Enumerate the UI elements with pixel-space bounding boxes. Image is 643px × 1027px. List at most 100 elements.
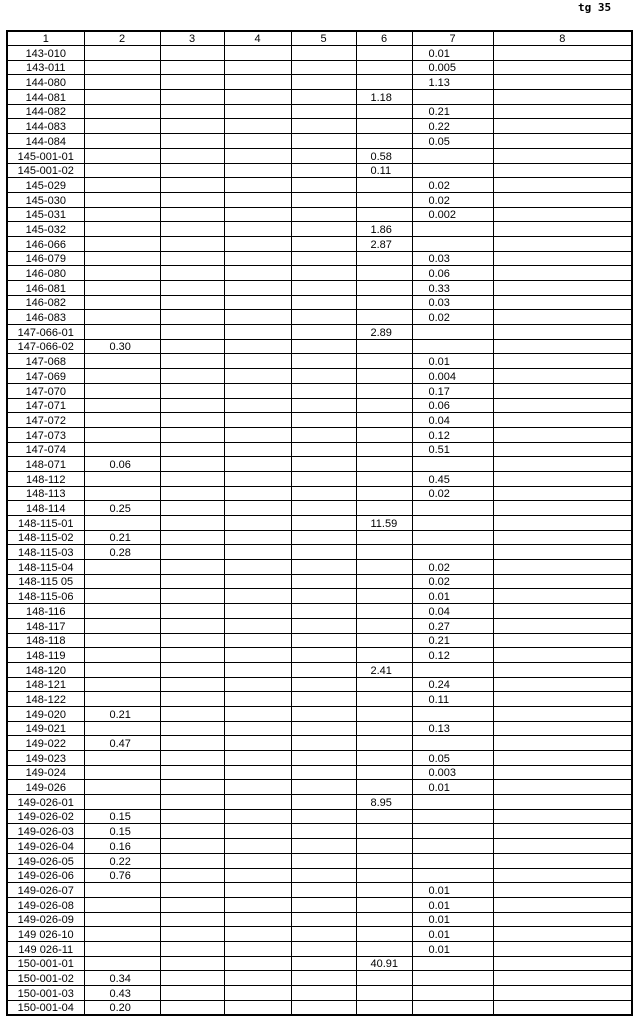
table-cell: 0.21	[83, 529, 161, 546]
table-cell	[355, 470, 413, 487]
table-cell	[492, 324, 633, 340]
table-row: 150-001-03 0.43	[6, 985, 633, 1001]
table-cell: 0.01	[411, 940, 494, 957]
table-row: 149-024 0.003	[6, 764, 633, 781]
table-cell	[492, 89, 633, 105]
table-cell	[290, 103, 357, 120]
table-cell	[290, 632, 357, 649]
table-cell	[83, 720, 161, 737]
table-cell	[492, 250, 633, 267]
row-id-cell: 145-001-02	[6, 162, 85, 179]
table-cell: 0.01	[411, 896, 494, 913]
table-cell	[290, 515, 357, 531]
table-cell: 0.01	[411, 588, 494, 605]
table-cell	[355, 456, 413, 472]
table-cell	[355, 940, 413, 957]
table-cell	[355, 133, 413, 149]
table-row: 147-070 0.17	[6, 382, 633, 399]
table-cell	[223, 221, 292, 237]
table-row: 147-066-01 2.89	[6, 324, 633, 340]
column-header: 4	[223, 30, 292, 46]
row-id-cell: 147-071	[6, 397, 85, 414]
row-id-cell: 150-001-03	[6, 985, 85, 1001]
table-cell	[223, 705, 292, 722]
row-id-cell: 146-066	[6, 235, 85, 252]
table-cell: 0.12	[411, 647, 494, 663]
row-id-cell: 149-023	[6, 750, 85, 766]
table-cell	[223, 265, 292, 281]
table-cell	[223, 441, 292, 458]
table-cell	[83, 412, 161, 428]
table-row: 149-026-02 0.15	[6, 808, 633, 825]
table-cell	[290, 838, 357, 854]
table-cell	[492, 221, 633, 237]
table-cell	[492, 456, 633, 472]
row-id-cell: 144-084	[6, 133, 85, 149]
table-row: 150-001-02 0.34	[6, 970, 633, 986]
row-id-cell: 143-010	[6, 45, 85, 61]
table-cell	[159, 309, 225, 326]
table-cell	[159, 911, 225, 928]
table-cell	[355, 764, 413, 781]
table-row: 149-026-08 0.01	[6, 896, 633, 913]
table-cell	[159, 970, 225, 986]
table-cell	[223, 485, 292, 502]
table-cell	[492, 896, 633, 913]
table-cell	[290, 177, 357, 193]
table-cell	[159, 118, 225, 135]
table-row: 148-115-02 0.21	[6, 529, 633, 546]
table-cell	[83, 676, 161, 693]
table-cell	[83, 559, 161, 575]
table-cell	[355, 74, 413, 91]
table-row: 149-020 0.21	[6, 705, 633, 722]
table-cell	[223, 45, 292, 61]
row-id-cell: 149-026-05	[6, 852, 85, 869]
table-cell	[159, 764, 225, 781]
table-row: 145-032 1.86	[6, 221, 633, 237]
table-cell	[492, 103, 633, 120]
row-id-cell: 150-001-04	[6, 999, 85, 1016]
table-cell	[492, 485, 633, 502]
table-cell	[290, 89, 357, 105]
table-cell	[223, 338, 292, 355]
table-cell	[411, 852, 494, 869]
table-cell	[355, 118, 413, 135]
table-cell: 0.02	[411, 309, 494, 326]
table-cell	[83, 191, 161, 208]
table-cell	[290, 617, 357, 634]
table-cell	[83, 632, 161, 649]
table-cell	[223, 368, 292, 384]
row-id-cell: 149 026-10	[6, 926, 85, 942]
table-cell	[355, 867, 413, 884]
table-row: 148-119 0.12	[6, 647, 633, 663]
table-cell	[223, 280, 292, 296]
table-cell: 0.06	[411, 397, 494, 414]
table-cell	[411, 529, 494, 546]
column-header: 7	[411, 30, 494, 46]
table-cell	[411, 794, 494, 810]
table-row: 144-084 0.05	[6, 133, 633, 149]
row-id-cell: 148-115-02	[6, 529, 85, 546]
table-cell	[223, 794, 292, 810]
table-cell	[223, 250, 292, 267]
column-header: 6	[355, 30, 413, 46]
table-cell	[290, 559, 357, 575]
table-cell	[411, 808, 494, 825]
table-cell	[83, 441, 161, 458]
table-row: 149-026-09 0.01	[6, 911, 633, 928]
table-cell	[290, 588, 357, 605]
table-cell	[83, 177, 161, 193]
table-cell	[159, 162, 225, 179]
table-cell: 0.02	[411, 485, 494, 502]
table-cell	[159, 705, 225, 722]
table-cell	[492, 985, 633, 1001]
table-cell: 11.59	[355, 515, 413, 531]
table-cell	[492, 999, 633, 1016]
table-cell	[83, 588, 161, 605]
table-cell	[83, 45, 161, 61]
table-cell	[492, 955, 633, 972]
row-id-cell: 149 026-11	[6, 940, 85, 957]
table-cell	[290, 970, 357, 986]
table-cell	[159, 559, 225, 575]
row-id-cell: 147-074	[6, 441, 85, 458]
